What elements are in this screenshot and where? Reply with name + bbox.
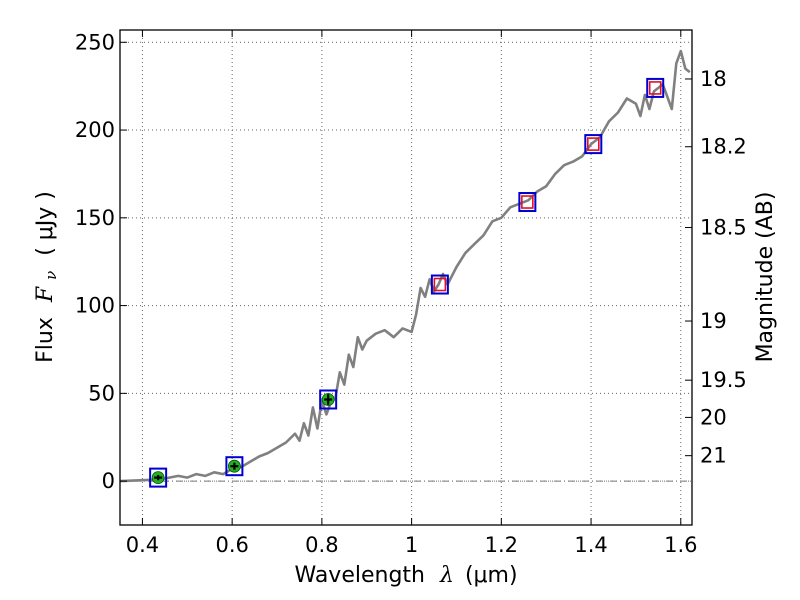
right-tick-label: 18.5	[700, 215, 747, 239]
y-tick-label: 250	[75, 30, 115, 54]
photometry-box	[518, 192, 537, 213]
photometry-box	[225, 456, 244, 477]
photometry-box	[646, 77, 665, 98]
photometry-box	[430, 274, 449, 295]
y-tick-label: 200	[75, 118, 115, 142]
photometry-points	[149, 77, 665, 488]
right-axis-label: Magnitude (AB)	[753, 192, 778, 363]
photometry-box	[319, 389, 338, 410]
photometry-box	[584, 134, 603, 155]
y-tick-label: 50	[88, 381, 115, 405]
right-tick-label: 19	[700, 309, 727, 333]
x-tick-label: 1.2	[485, 533, 518, 557]
model-flux-marker	[648, 81, 662, 95]
y-tick-label: 0	[102, 469, 115, 493]
x-tick-label: 0.8	[305, 533, 338, 557]
right-tick-label: 19.5	[700, 368, 747, 392]
spectrum-line	[119, 49, 691, 483]
x-tick-label: 1.6	[664, 533, 697, 557]
right-tick-label: 20	[700, 405, 727, 429]
right-tick-label: 18	[700, 67, 727, 91]
x-tick-label: 0.4	[126, 533, 159, 557]
y-axis-label: Flux F ν ( μJy )	[33, 191, 62, 363]
x-tick-label: 1.4	[574, 533, 607, 557]
model-flux-marker	[587, 137, 600, 151]
model-flux-marker	[433, 277, 447, 292]
right-tick-label: 21	[700, 444, 727, 468]
model-flux-marker	[521, 195, 534, 209]
y-tick-label: 100	[75, 294, 115, 318]
x-tick-label: 1	[405, 533, 418, 557]
x-axis-label: Wavelength λ (μm)	[294, 563, 517, 588]
grid	[120, 30, 692, 525]
right-tick-label: 18.2	[700, 135, 747, 159]
y-tick-label: 150	[75, 206, 115, 230]
plot-frame	[119, 29, 693, 526]
x-tick-label: 0.6	[215, 533, 248, 557]
axis-ticks: 0.4 0.6 0.8 1 1.2 1.4 1.6 0 50 100 150 200 250 18 18.2…	[75, 30, 747, 557]
photometry-box	[149, 467, 168, 488]
